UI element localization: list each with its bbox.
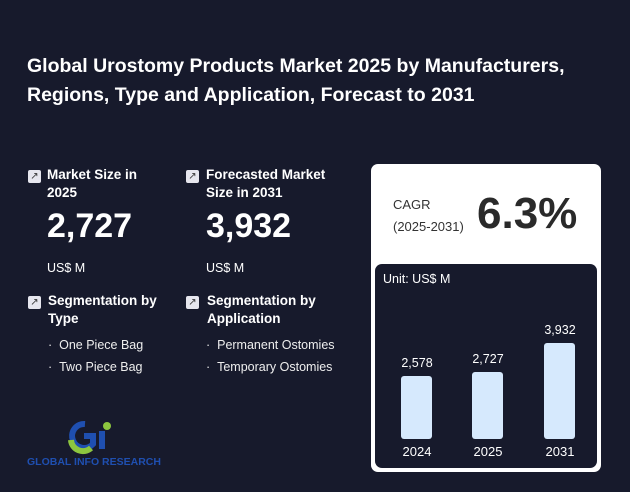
forecast-unit: US$ M (206, 261, 245, 275)
logo-mark: GLOBAL INFO RESEARCH (27, 420, 161, 468)
arrow-up-right-icon: ↗ (186, 170, 199, 183)
x-tick-label: 2031 (545, 444, 575, 459)
market-size-value: 2,727 (47, 207, 133, 245)
list-item: · Temporary Ostomies (206, 360, 333, 374)
cagr-label: CAGR (393, 197, 431, 212)
market-size-unit: US$ M (47, 261, 86, 275)
cagr-period: (2025-2031) (393, 219, 464, 234)
bar-value-label: 3,932 (544, 323, 576, 338)
logo: GLOBAL INFO RESEARCH (27, 420, 177, 475)
list-item: · Two Piece Bag (48, 360, 143, 374)
bar-2025 (472, 372, 503, 439)
svg-text:GLOBAL INFO RESEARCH: GLOBAL INFO RESEARCH (27, 456, 161, 468)
cagr-value: 6.3% (477, 189, 578, 238)
seg-app-label: Segmentation by Application (207, 293, 316, 326)
forecast-label: Forecasted Market Size in 2031 (206, 167, 326, 200)
bar-2031 (544, 343, 575, 439)
unit-label: Unit: US$ M (383, 272, 451, 286)
market-size-label: Market Size in 2025 (47, 167, 138, 200)
x-tick-label: 2025 (473, 444, 503, 459)
arrow-up-right-icon: ↗ (28, 170, 41, 183)
page-title: Global Urostomy Products Market 2025 by … (27, 55, 565, 106)
bar-chart: Unit: US$ M 2,578 2024 2,727 2025 3,932 2031 (375, 264, 597, 468)
bar-2024 (401, 376, 432, 439)
x-tick-label: 2024 (402, 444, 432, 459)
list-item: · Permanent Ostomies (206, 338, 335, 352)
forecast-value: 3,932 (206, 207, 292, 245)
bar-value-label: 2,727 (472, 352, 504, 367)
cagr-card: CAGR (2025-2031) 6.3% Unit: US$ M 2,578 20… (371, 164, 601, 472)
seg-type-label: Segmentation by Type (48, 293, 157, 326)
bar-value-label: 2,578 (401, 356, 433, 371)
arrow-up-right-icon: ↗ (186, 296, 199, 309)
arrow-up-right-icon: ↗ (28, 296, 41, 309)
list-item: · One Piece Bag (48, 338, 144, 352)
